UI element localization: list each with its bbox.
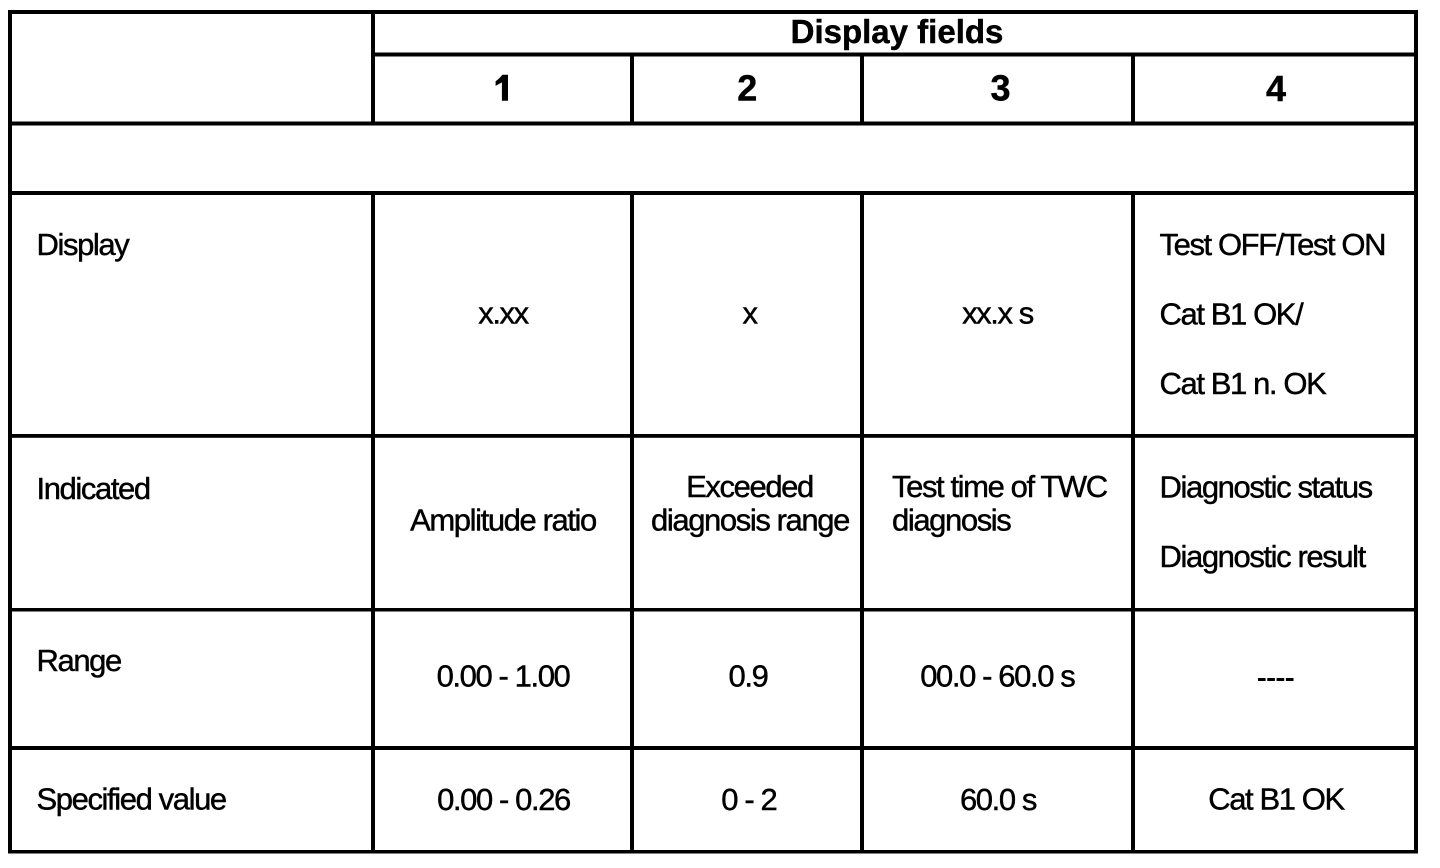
svg-text:xx.x s: xx.x s xyxy=(962,296,1034,331)
svg-text:Test time of TWC: Test time of TWC xyxy=(892,469,1108,504)
svg-text:Indicated: Indicated xyxy=(37,471,150,506)
svg-text:0.00 - 1.00: 0.00 - 1.00 xyxy=(437,658,571,693)
svg-text:0.00 - 0.26: 0.00 - 0.26 xyxy=(437,782,570,817)
svg-text:4: 4 xyxy=(1266,68,1286,109)
svg-text:Cat B1 OK/: Cat B1 OK/ xyxy=(1160,297,1305,332)
svg-text:Diagnostic result: Diagnostic result xyxy=(1160,539,1367,574)
svg-text:Range: Range xyxy=(37,643,122,678)
svg-text:Diagnostic status: Diagnostic status xyxy=(1160,469,1373,504)
svg-text:Cat B1 n. OK: Cat B1 n. OK xyxy=(1160,366,1328,401)
svg-text:x.xx: x.xx xyxy=(478,296,529,331)
svg-text:00.0 - 60.0 s: 00.0 - 60.0 s xyxy=(920,658,1075,693)
svg-text:Test OFF/Test ON: Test OFF/Test ON xyxy=(1160,227,1386,262)
svg-text:Cat B1 OK: Cat B1 OK xyxy=(1208,781,1345,816)
svg-text:x: x xyxy=(742,296,758,331)
svg-text:diagnosis range: diagnosis range xyxy=(651,503,849,538)
svg-text:3: 3 xyxy=(990,68,1010,109)
svg-text:Display: Display xyxy=(37,227,131,262)
svg-text:0 - 2: 0 - 2 xyxy=(721,782,776,817)
svg-text:Specified value: Specified value xyxy=(37,781,226,816)
svg-text:2: 2 xyxy=(737,68,757,109)
svg-text:Exceeded: Exceeded xyxy=(686,469,813,504)
svg-text:60.0 s: 60.0 s xyxy=(960,782,1037,817)
svg-text:0.9: 0.9 xyxy=(729,658,768,693)
svg-text:diagnosis: diagnosis xyxy=(892,503,1011,538)
svg-text:Amplitude ratio: Amplitude ratio xyxy=(410,503,596,538)
svg-text:Display fields: Display fields xyxy=(791,13,1004,50)
